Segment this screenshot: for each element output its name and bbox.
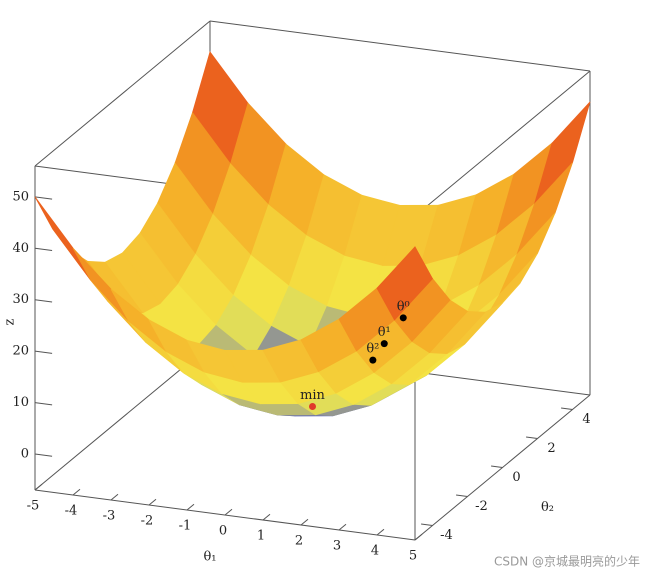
point-label: θ⁰ <box>397 299 410 314</box>
z-axis-label: z <box>3 318 18 325</box>
z-tick <box>34 350 53 354</box>
box-edge <box>414 70 591 217</box>
z-tick <box>34 402 53 406</box>
x-tick <box>186 503 195 511</box>
x-tick-label: 0 <box>219 524 227 539</box>
x-tick-label: 1 <box>257 529 265 544</box>
x-tick <box>224 508 233 516</box>
x-tick <box>414 533 423 541</box>
z-tick <box>34 247 53 252</box>
x-tick <box>338 523 347 531</box>
y-axis-label: θ₂ <box>541 500 554 515</box>
x-tick-label: -5 <box>27 499 40 514</box>
x-tick-label: 4 <box>371 544 379 559</box>
y-tick-label: 0 <box>512 470 520 485</box>
x-tick <box>148 498 157 506</box>
y-tick-label: 4 <box>582 412 590 427</box>
point-label: min <box>300 388 325 403</box>
z-tick <box>34 196 53 200</box>
x-axis-label: θ₁ <box>203 550 216 565</box>
y-tick-label: -2 <box>475 499 488 514</box>
y-tick <box>421 523 433 526</box>
x-tick-label: -4 <box>65 504 78 519</box>
box-edge <box>34 20 211 167</box>
x-tick <box>376 528 385 536</box>
y-tick <box>526 436 538 439</box>
x-tick-label: -1 <box>179 519 192 534</box>
x-tick-label: 3 <box>333 539 341 554</box>
point <box>369 356 377 364</box>
z-tick-label: 0 <box>21 447 29 462</box>
z-tick <box>34 453 53 457</box>
x-tick <box>34 483 43 491</box>
z-tick-label: 40 <box>12 241 29 256</box>
z-tick <box>34 299 53 303</box>
point <box>380 340 388 348</box>
point-label: θ² <box>366 342 379 357</box>
point-label: θ¹ <box>378 325 391 340</box>
z-tick-label: 50 <box>12 189 29 204</box>
watermark: CSDN @京城最明亮的少年 <box>494 554 640 569</box>
x-tick <box>72 488 81 496</box>
x-tick <box>262 513 271 521</box>
y-tick-label: 2 <box>547 441 555 456</box>
x-tick <box>110 493 119 501</box>
y-tick-label: -4 <box>440 528 453 543</box>
box-edge <box>209 20 591 72</box>
z-tick-label: 30 <box>12 292 29 307</box>
point <box>399 314 407 322</box>
surface-patch <box>34 196 91 281</box>
x-tick-label: 5 <box>409 549 417 564</box>
z-tick-label: 20 <box>12 344 29 359</box>
x-tick-label: 2 <box>295 534 303 549</box>
y-tick <box>456 494 468 497</box>
point <box>309 403 316 410</box>
x-tick-label: -2 <box>141 514 154 529</box>
surface-patch <box>376 246 433 321</box>
x-tick <box>300 518 309 526</box>
y-tick <box>491 465 503 468</box>
x-tick-label: -3 <box>103 509 116 524</box>
y-tick <box>561 407 573 410</box>
z-tick-label: 10 <box>12 395 29 410</box>
surface <box>34 50 591 417</box>
